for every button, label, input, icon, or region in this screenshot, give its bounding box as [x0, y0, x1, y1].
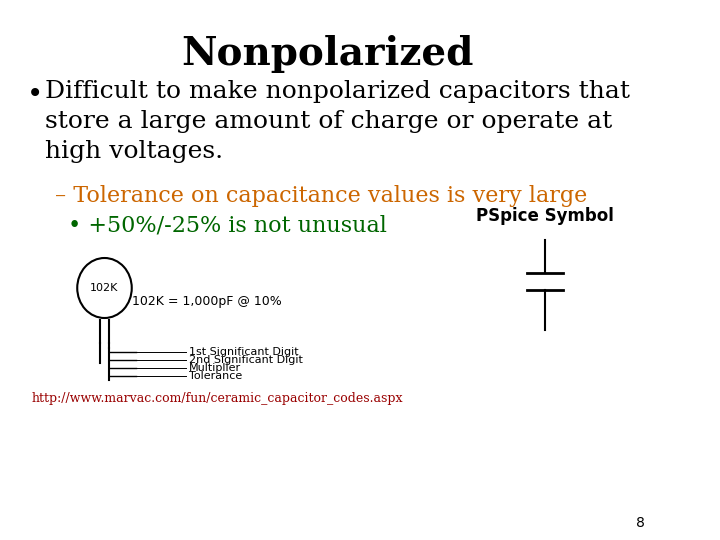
- Text: – Tolerance on capacitance values is very large: – Tolerance on capacitance values is ver…: [55, 185, 587, 207]
- Text: 1st Significant Digit: 1st Significant Digit: [189, 347, 299, 357]
- Text: • +50%/-25% is not unusual: • +50%/-25% is not unusual: [68, 215, 387, 237]
- Text: 102K: 102K: [90, 283, 119, 293]
- Text: http://www.marvac.com/fun/ceramic_capacitor_codes.aspx: http://www.marvac.com/fun/ceramic_capaci…: [32, 392, 403, 405]
- Text: 2nd Significant Digit: 2nd Significant Digit: [189, 355, 303, 365]
- Text: •: •: [27, 80, 43, 108]
- Text: 102K = 1,000pF @ 10%: 102K = 1,000pF @ 10%: [132, 295, 282, 308]
- Text: 8: 8: [636, 516, 645, 530]
- Text: Multiplier: Multiplier: [189, 363, 241, 373]
- Text: Nonpolarized: Nonpolarized: [181, 35, 473, 73]
- Text: Difficult to make nonpolarized capacitors that
store a large amount of charge or: Difficult to make nonpolarized capacitor…: [45, 80, 631, 164]
- Text: Tolerance: Tolerance: [189, 371, 242, 381]
- Text: PSpice Symbol: PSpice Symbol: [476, 207, 614, 225]
